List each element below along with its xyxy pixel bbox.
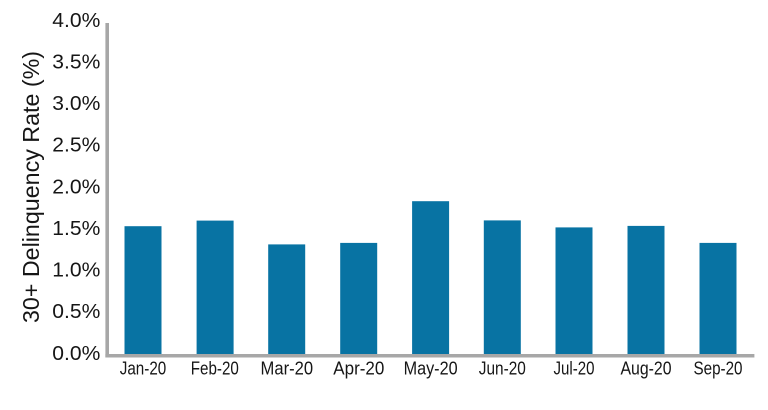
svg-text:3.5%: 3.5% [52, 51, 100, 73]
svg-text:2.0%: 2.0% [52, 176, 100, 198]
svg-text:Mar-20: Mar-20 [261, 357, 314, 378]
svg-text:Aug-20: Aug-20 [621, 357, 672, 378]
svg-text:2.5%: 2.5% [52, 135, 100, 157]
svg-text:May-20: May-20 [404, 357, 458, 378]
svg-text:Feb-20: Feb-20 [191, 357, 239, 378]
svg-text:0.5%: 0.5% [52, 301, 100, 323]
svg-text:3.0%: 3.0% [52, 93, 100, 115]
svg-text:1.0%: 1.0% [52, 260, 100, 282]
svg-text:0.0%: 0.0% [52, 343, 100, 365]
svg-text:Jan-20: Jan-20 [120, 357, 167, 378]
svg-text:Sep-20: Sep-20 [694, 357, 743, 378]
svg-text:Jun-20: Jun-20 [479, 357, 526, 378]
svg-text:4.0%: 4.0% [52, 10, 100, 32]
svg-text:1.5%: 1.5% [52, 218, 100, 240]
svg-text:Apr-20: Apr-20 [333, 357, 384, 378]
svg-text:30+ Delinquency Rate (%): 30+ Delinquency Rate (%) [18, 51, 44, 323]
svg-text:Jul-20: Jul-20 [554, 357, 595, 378]
